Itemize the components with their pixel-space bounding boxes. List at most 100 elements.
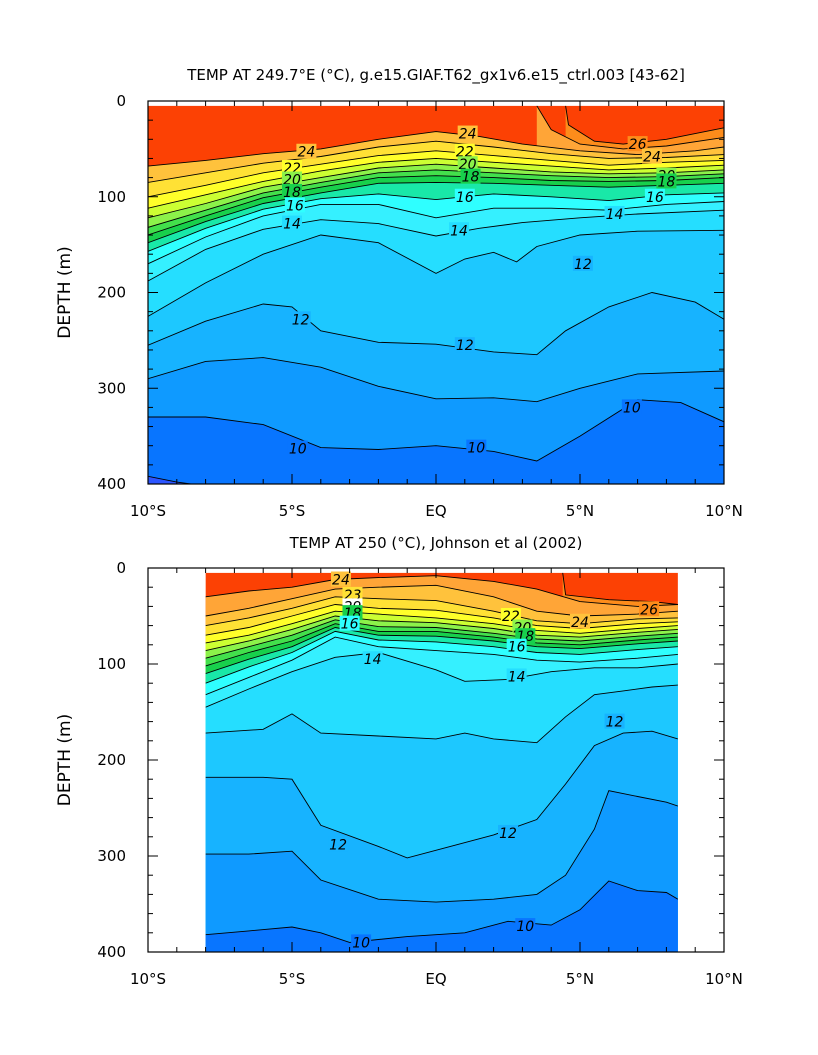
isotherm-19 [148,169,724,228]
contour-label: 12 [456,338,474,354]
contour-label-bg [284,197,305,213]
contour-label-bg [449,222,470,238]
chart-title: TEMP AT 249.7°E (°C), g.e15.GIAF.T62_gx1… [186,66,685,85]
contour-label-bg [572,255,593,271]
contour-labels: 242329181622201816242614141212121010 [328,571,660,951]
y-tick-label: 0 [116,559,126,577]
contour-label: 10 [516,919,534,935]
isotherm-18 [148,175,724,236]
contour-label-bg [500,608,521,623]
x-tick-label: EQ [425,502,446,520]
isotherm-13 [205,684,678,744]
contour-label-bg [570,613,590,629]
contour-label-bg [644,188,665,204]
contour-label-bg [454,143,475,159]
axis-ticks [147,100,725,485]
contour-label: 26 [640,602,658,618]
isotherm-11 [205,790,678,903]
contour-label: 12 [606,715,624,731]
contour-label-bg [454,188,475,204]
x-tick-label: 5°S [279,970,306,988]
contour-label: 14 [364,652,382,668]
band-below-10 [148,399,724,484]
contour-label-bg [656,173,677,189]
isotherm-17 [148,181,724,244]
axis-ticks [147,567,725,953]
contour-label-bg [454,337,475,353]
contour-label: 14 [283,217,301,233]
contour-label: 16 [646,190,664,206]
contour-label-bg [339,615,360,631]
contour-label: 24 [643,150,661,166]
y-tick-label: 0 [116,92,126,110]
contour-label-bg [282,171,302,187]
isotherm-17 [205,627,678,675]
contour-label: 12 [574,257,592,273]
contour-label: 16 [286,198,304,214]
contour-label-bg [282,160,302,176]
contour-label-bg [515,918,536,934]
contour-label: 12 [499,826,517,842]
isotherm-15 [148,201,724,265]
contour-label: 18 [283,185,301,201]
contour-label: 24 [297,145,315,161]
contour-label-bg [282,183,302,199]
contour-label: 12 [329,837,347,853]
y-tick-label: 400 [97,475,126,493]
contour-label: 16 [341,617,359,633]
contour-label-bg [621,399,642,415]
isotherm-24 [205,584,678,617]
y-tick-label: 300 [97,847,126,865]
isotherm-14 [205,652,678,708]
isotherm-14 [148,209,724,282]
contour-label: 16 [508,640,526,656]
isotherm-21 [148,157,724,209]
isotherm-12 [205,730,678,859]
contour-label-bg [506,668,527,684]
contour-label-bg [287,440,308,456]
contour-label: 10 [352,935,370,951]
isotherm-25 [536,105,724,150]
panel-2: TEMP AT 250 (°C), Johnson et al (2002) DE… [55,534,743,988]
isotherm-23 [205,596,678,627]
band-below-9 [148,476,192,484]
contour-label-bg [642,148,662,164]
isotherm-13 [148,229,724,317]
contour-label: 14 [508,669,526,685]
isotherm-18 [205,623,678,667]
x-tick-label: 5°N [566,502,594,520]
isotherm-10 [205,880,678,943]
contour-label-bg [466,439,487,455]
contour-label-bg [351,934,372,950]
isotherm-16 [205,630,678,684]
contour-label: 10 [623,400,641,416]
contour-label: 16 [456,190,474,206]
contour-label-bg [604,205,625,221]
contour-label-bg [328,836,349,852]
y-tick-label: 100 [97,655,126,673]
isotherm-15 [205,636,678,696]
isotherm-16 [148,192,724,252]
isotherm-11 [148,357,724,403]
contour-label: 14 [450,223,468,239]
contour-field [148,105,724,484]
y-axis-label: DEPTH (m) [55,714,75,806]
contour-field [205,572,678,952]
x-tick-label: 5°N [566,970,594,988]
contour-label: 18 [462,170,480,186]
contour-label-bg [457,125,478,141]
contour-label-bg [342,586,363,602]
contour-label-bg [282,215,302,231]
isotherm-19 [205,619,678,659]
contour-label: 18 [657,174,675,190]
band-below-11 [205,790,678,952]
contour-label-bg [506,638,527,654]
x-tick-label: 10°S [130,502,166,520]
contour-labels: 2624242422222020201818181616161414141212… [282,125,677,458]
isotherm-26 [562,572,678,605]
x-tick-label: 10°N [705,970,743,988]
isotherm-21 [205,610,678,644]
x-tick-label: 10°S [130,970,166,988]
contour-label-bg [639,601,660,617]
